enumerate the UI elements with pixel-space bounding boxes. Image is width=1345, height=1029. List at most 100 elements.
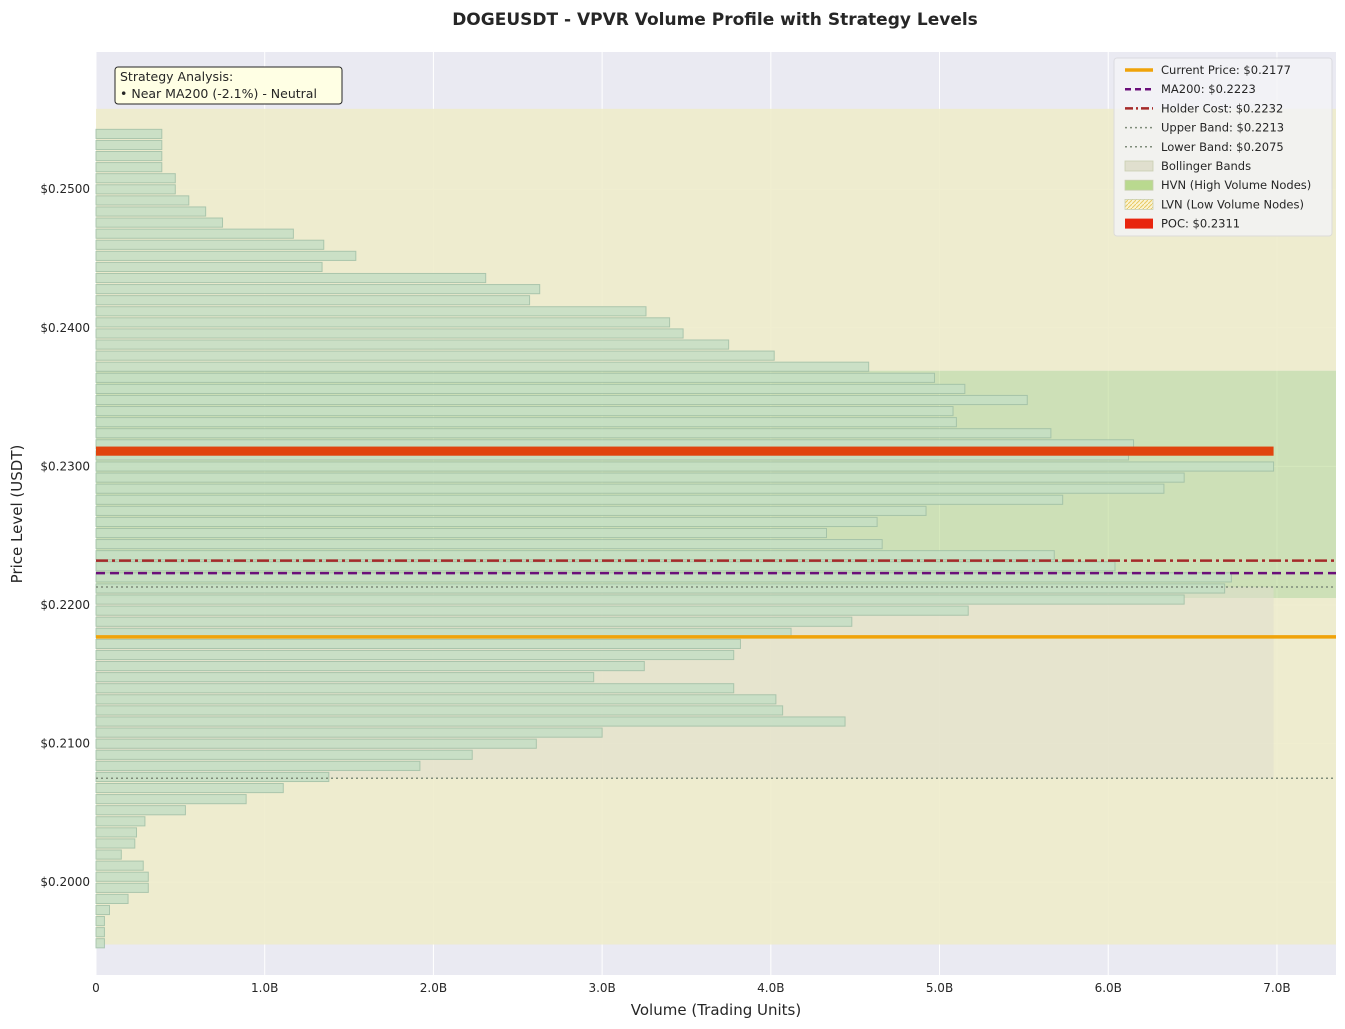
legend-label: MA200: $0.2223	[1161, 82, 1256, 96]
volume-bar	[95, 716, 846, 727]
volume-bar	[95, 916, 105, 927]
volume-bar	[95, 527, 828, 539]
legend-label: LVN (Low Volume Nodes)	[1161, 197, 1304, 211]
y-axis-ticks: $0.2000 $0.2100 $0.2200 $0.2300 $0.2400 $0.25…	[40, 182, 90, 889]
volume-bar	[95, 128, 163, 139]
volume-bar	[95, 239, 325, 250]
x-tick-label: 0	[92, 981, 100, 995]
volume-bar	[95, 383, 966, 394]
volume-bar	[95, 583, 1226, 594]
volume-bar	[95, 461, 1275, 472]
volume-bar	[95, 904, 110, 916]
legend-swatch-patch	[1124, 160, 1154, 172]
volume-bar	[95, 372, 935, 383]
volume-bar	[95, 428, 1052, 439]
y-tick-label: $0.2100	[40, 737, 90, 751]
legend-label: Lower Band: $0.2075	[1161, 140, 1284, 154]
volume-bar	[95, 794, 247, 805]
volume-bars	[95, 128, 1275, 949]
volume-bar	[95, 151, 163, 162]
legend-label: Upper Band: $0.2213	[1161, 121, 1284, 135]
volume-bar	[95, 849, 122, 860]
legend-label: Holder Cost: $0.2232	[1161, 101, 1283, 115]
volume-bar	[95, 705, 784, 716]
volume-bar	[95, 893, 129, 904]
legend: Current Price: $0.2177 MA200: $0.2223 Hold…	[1113, 57, 1333, 237]
volume-bar	[95, 771, 330, 783]
volume-bar	[95, 938, 105, 949]
volume-bar	[95, 361, 870, 372]
volume-bar	[95, 749, 473, 760]
legend-label: POC: $0.2311	[1161, 217, 1240, 231]
volume-bar	[95, 727, 603, 738]
volume-bar	[95, 638, 741, 649]
legend-swatch-patch	[1124, 198, 1154, 210]
legend-swatch-patch	[1125, 218, 1153, 229]
y-axis-label: Price Level (USDT)	[8, 445, 26, 584]
volume-bar	[95, 228, 294, 239]
y-tick-label: $0.2300	[40, 459, 90, 473]
volume-bar	[95, 816, 146, 827]
volume-bar	[95, 838, 136, 849]
volume-bar	[95, 339, 730, 350]
volume-bar	[95, 760, 421, 771]
volume-bar	[95, 472, 1185, 483]
volume-bar	[95, 217, 224, 228]
volume-bar	[95, 594, 1185, 605]
poc-bar	[96, 446, 1274, 456]
volume-bar	[95, 672, 595, 683]
legend-label: HVN (High Volume Nodes)	[1161, 178, 1311, 192]
volume-bar	[95, 539, 883, 550]
volume-bar	[95, 306, 647, 317]
y-tick-label: $0.2500	[40, 182, 90, 196]
annotation-box	[114, 66, 343, 105]
volume-bar	[95, 328, 684, 339]
volume-bar	[95, 550, 1055, 561]
volume-bar	[95, 805, 186, 816]
volume-bar	[95, 206, 207, 217]
x-tick-label: 6.0B	[1095, 981, 1122, 995]
x-tick-label: 7.0B	[1263, 981, 1290, 995]
volume-bar	[95, 827, 137, 838]
y-tick-label: $0.2400	[40, 321, 90, 335]
volume-bar	[95, 616, 853, 627]
volume-bar	[95, 516, 878, 528]
volume-bar	[95, 417, 957, 428]
legend-label: Current Price: $0.2177	[1161, 63, 1291, 77]
volume-bar	[95, 782, 284, 794]
volume-bar	[95, 882, 149, 893]
annotation-line-2: • Near MA200 (-2.1%) - Neutral	[120, 86, 317, 101]
legend-label: Bollinger Bands	[1161, 159, 1251, 173]
x-tick-label: 3.0B	[588, 981, 615, 995]
volume-bar	[95, 661, 645, 672]
volume-bar	[95, 927, 105, 938]
volume-bar	[95, 284, 541, 295]
volume-bar	[95, 394, 1028, 406]
volume-bar	[95, 195, 190, 206]
x-tick-label: 1.0B	[251, 981, 278, 995]
y-tick-label: $0.2200	[40, 598, 90, 612]
level-lines	[96, 559, 1336, 779]
volume-bar	[95, 871, 149, 882]
volume-bar	[95, 184, 176, 195]
y-tick-label: $0.2000	[40, 875, 90, 889]
volume-bar	[95, 173, 176, 184]
volume-bar	[95, 649, 735, 661]
x-axis-label: Volume (Trading Units)	[631, 1001, 801, 1019]
volume-bar	[95, 317, 671, 328]
volume-bar	[95, 561, 1116, 572]
volume-bar	[95, 162, 163, 173]
volume-bar	[95, 683, 735, 694]
volume-bar	[95, 295, 531, 306]
volume-bar	[95, 694, 777, 705]
x-tick-label: 5.0B	[926, 981, 953, 995]
legend-swatch-patch	[1124, 179, 1154, 191]
x-tick-label: 2.0B	[420, 981, 447, 995]
strategy-annotation: Strategy Analysis: • Near MA200 (-2.1%) …	[114, 66, 343, 105]
volume-bar	[95, 494, 1064, 505]
chart-title: DOGEUSDT - VPVR Volume Profile with Stra…	[452, 10, 978, 30]
annotation-line-1: Strategy Analysis:	[120, 69, 233, 84]
volume-bar	[95, 261, 323, 273]
x-tick-label: 4.0B	[757, 981, 784, 995]
